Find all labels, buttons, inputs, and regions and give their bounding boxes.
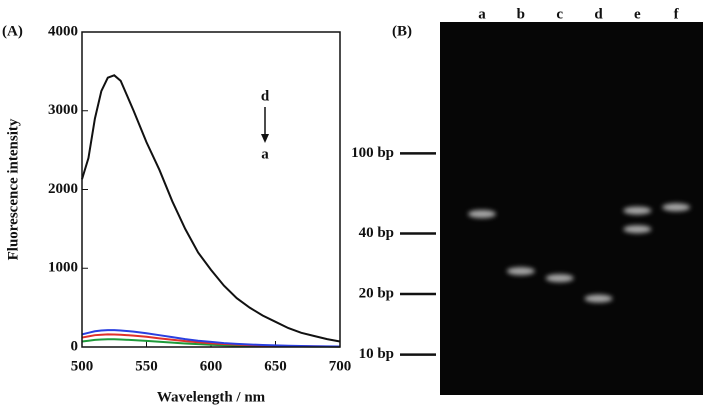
lane-label: b	[517, 6, 525, 22]
ladder-label: 10 bp	[359, 346, 394, 362]
arrow-head	[261, 134, 269, 143]
y-tick-label: 4000	[48, 23, 78, 39]
y-tick-label: 1000	[48, 260, 78, 276]
ladder-label: 100 bp	[351, 145, 394, 161]
ladder-label: 40 bp	[359, 225, 394, 241]
band	[623, 225, 652, 234]
lane-label: c	[556, 6, 563, 22]
ladder-label: 20 bp	[359, 285, 394, 301]
lane-label: e	[634, 6, 641, 22]
annotation: a	[261, 146, 269, 162]
band	[623, 206, 652, 215]
lane-label: a	[478, 6, 486, 22]
x-tick-label: 550	[135, 358, 158, 374]
series-line	[81, 74, 341, 343]
band	[662, 203, 691, 212]
series-line	[81, 329, 341, 348]
gel	[440, 22, 703, 395]
annotation: d	[261, 88, 270, 104]
panel-label: (B)	[392, 23, 412, 39]
x-tick-label: 700	[329, 358, 352, 374]
lane-label: d	[594, 6, 603, 22]
band	[545, 274, 574, 283]
x-tick-label: 500	[71, 358, 94, 374]
plot-frame	[81, 31, 341, 348]
y-tick-label: 2000	[48, 181, 78, 197]
band	[584, 294, 613, 303]
y-tick-label: 3000	[48, 102, 78, 118]
lane-label: f	[674, 6, 680, 22]
band	[506, 267, 535, 276]
x-tick-label: 600	[200, 358, 223, 374]
x-tick-label: 650	[264, 358, 287, 374]
y-axis-label: Fluorescence intensity	[5, 118, 21, 260]
y-tick-label: 0	[71, 338, 79, 354]
band	[468, 209, 496, 218]
panel-label: (A)	[2, 23, 23, 39]
x-axis-label: Wavelength / nm	[157, 389, 266, 405]
